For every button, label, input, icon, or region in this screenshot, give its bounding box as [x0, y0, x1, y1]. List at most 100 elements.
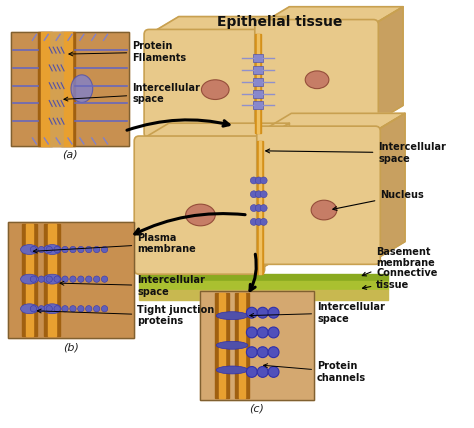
Ellipse shape — [216, 366, 248, 374]
Bar — [253, 66, 263, 74]
Circle shape — [78, 276, 84, 282]
Circle shape — [30, 306, 36, 312]
Circle shape — [260, 218, 267, 226]
Circle shape — [255, 205, 262, 211]
Polygon shape — [41, 33, 49, 146]
Circle shape — [93, 247, 100, 253]
Ellipse shape — [43, 244, 61, 255]
Circle shape — [268, 327, 279, 338]
Circle shape — [246, 307, 257, 318]
Text: Tight junction
proteins: Tight junction proteins — [37, 305, 214, 327]
Text: Intercellular
space: Intercellular space — [60, 275, 205, 297]
Polygon shape — [26, 224, 33, 336]
Circle shape — [30, 247, 36, 253]
Circle shape — [268, 366, 279, 377]
Circle shape — [62, 306, 68, 312]
Ellipse shape — [201, 80, 229, 99]
Circle shape — [260, 177, 267, 184]
Circle shape — [46, 276, 53, 282]
Bar — [253, 89, 263, 98]
Bar — [253, 78, 263, 86]
Polygon shape — [201, 291, 314, 400]
Circle shape — [86, 276, 92, 282]
Circle shape — [101, 276, 108, 282]
Text: Intercellular
space: Intercellular space — [250, 302, 385, 324]
Ellipse shape — [20, 304, 38, 314]
Ellipse shape — [311, 200, 337, 220]
Ellipse shape — [216, 312, 248, 320]
Circle shape — [70, 306, 76, 312]
FancyBboxPatch shape — [134, 136, 264, 274]
Polygon shape — [259, 141, 261, 274]
Text: Protein
FIlaments: Protein FIlaments — [69, 42, 186, 63]
Polygon shape — [215, 293, 229, 398]
Circle shape — [255, 191, 262, 198]
Polygon shape — [44, 224, 60, 336]
Circle shape — [54, 247, 60, 253]
Bar — [253, 54, 263, 62]
Polygon shape — [260, 123, 290, 269]
Polygon shape — [139, 281, 388, 290]
Ellipse shape — [43, 304, 61, 314]
Bar — [11, 33, 129, 146]
Polygon shape — [262, 113, 405, 131]
FancyBboxPatch shape — [257, 126, 380, 265]
FancyBboxPatch shape — [255, 20, 378, 128]
Bar — [201, 291, 314, 400]
Polygon shape — [257, 141, 263, 274]
Circle shape — [30, 276, 36, 282]
Ellipse shape — [20, 274, 38, 284]
Circle shape — [70, 276, 76, 282]
Polygon shape — [256, 17, 285, 133]
Circle shape — [38, 276, 45, 282]
Text: (c): (c) — [249, 404, 264, 413]
FancyBboxPatch shape — [144, 30, 261, 138]
Circle shape — [260, 191, 267, 198]
Polygon shape — [375, 113, 405, 259]
Polygon shape — [139, 123, 290, 141]
Polygon shape — [11, 33, 129, 146]
Circle shape — [257, 307, 268, 318]
Circle shape — [46, 306, 53, 312]
Circle shape — [62, 247, 68, 253]
Circle shape — [250, 191, 257, 198]
Ellipse shape — [20, 244, 38, 255]
Text: Intercellular
space: Intercellular space — [64, 83, 200, 104]
Text: Connective
tissue: Connective tissue — [363, 268, 438, 290]
Polygon shape — [374, 7, 403, 123]
Circle shape — [93, 276, 100, 282]
Circle shape — [257, 327, 268, 338]
Circle shape — [78, 247, 84, 253]
Polygon shape — [260, 7, 403, 24]
Bar — [8, 222, 134, 339]
Bar — [253, 101, 263, 110]
Polygon shape — [64, 33, 72, 146]
Circle shape — [38, 247, 45, 253]
Polygon shape — [139, 274, 388, 281]
Circle shape — [257, 366, 268, 377]
Polygon shape — [61, 33, 75, 146]
Circle shape — [250, 218, 257, 226]
Circle shape — [38, 306, 45, 312]
Text: Intercellular
space: Intercellular space — [266, 142, 446, 163]
Text: Nucleus: Nucleus — [333, 190, 424, 211]
Text: Protein
channels: Protein channels — [264, 361, 366, 383]
Circle shape — [93, 306, 100, 312]
Circle shape — [101, 247, 108, 253]
Circle shape — [101, 306, 108, 312]
Text: Plasma
membrane: Plasma membrane — [33, 233, 196, 254]
Polygon shape — [49, 33, 64, 146]
Circle shape — [62, 276, 68, 282]
Circle shape — [246, 327, 257, 338]
Ellipse shape — [216, 341, 248, 349]
Polygon shape — [139, 290, 388, 300]
Circle shape — [260, 205, 267, 211]
Circle shape — [250, 205, 257, 211]
Polygon shape — [21, 224, 37, 336]
Circle shape — [257, 347, 268, 358]
Polygon shape — [239, 293, 245, 398]
Polygon shape — [8, 222, 134, 339]
Polygon shape — [255, 34, 261, 133]
Circle shape — [70, 247, 76, 253]
Circle shape — [54, 276, 60, 282]
